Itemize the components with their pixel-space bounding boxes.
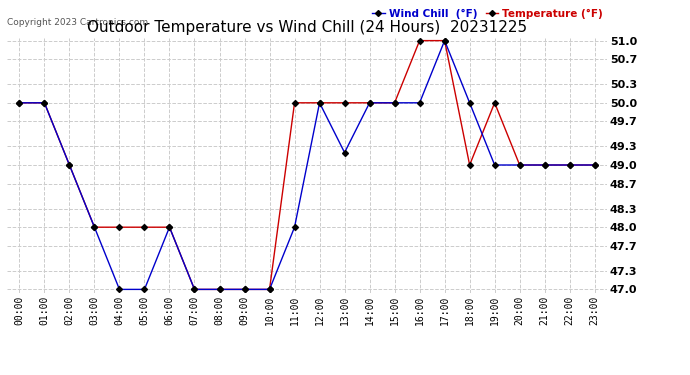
Legend: Wind Chill  (°F), Temperature (°F): Wind Chill (°F), Temperature (°F)	[368, 4, 607, 23]
Text: Copyright 2023 Cartronics.com: Copyright 2023 Cartronics.com	[7, 18, 148, 27]
Title: Outdoor Temperature vs Wind Chill (24 Hours)  20231225: Outdoor Temperature vs Wind Chill (24 Ho…	[87, 20, 527, 35]
